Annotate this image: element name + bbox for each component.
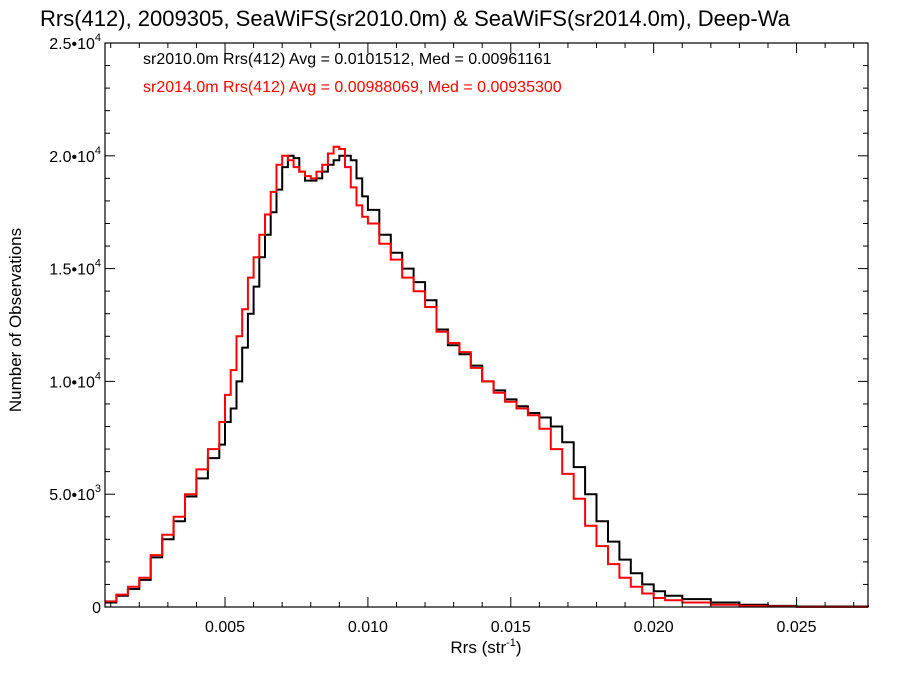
y-tick-label: 0 (92, 600, 101, 617)
x-tick-label: 0.015 (491, 619, 531, 636)
x-axis-label-base: Rrs (str (450, 638, 506, 657)
legend: sr2010.0m Rrs(412) Avg = 0.0101512, Med … (143, 51, 562, 96)
y-axis: 0 5.0•103 1.0•104 1.5•104 2.0•104 2.5•104 (49, 32, 868, 617)
y-tick-label: 2.5•104 (49, 32, 101, 53)
x-tick-label: 0.005 (205, 619, 245, 636)
plot-frame (104, 42, 869, 608)
x-axis-label: Rrs (str-1) (450, 637, 521, 657)
x-axis: 0.005 0.010 0.015 0.020 0.025 (110, 43, 855, 636)
series-layer (105, 145, 869, 608)
chart-title: Rrs(412), 2009305, SeaWiFS(sr2010.0m) & … (40, 6, 791, 31)
series-line-1 (105, 145, 869, 608)
y-tick-label: 2.0•104 (49, 145, 101, 166)
legend-entry-sr2010: sr2010.0m Rrs(412) Avg = 0.0101512, Med … (143, 51, 552, 68)
legend-entry-sr2014: sr2014.0m Rrs(412) Avg = 0.00988069, Med… (143, 79, 562, 96)
x-tick-label: 0.025 (777, 619, 817, 636)
x-tick-label: 0.010 (348, 619, 388, 636)
y-tick-label: 1.5•104 (49, 258, 101, 279)
x-axis-label-exponent: -1 (506, 637, 516, 649)
x-axis-label-close: ) (516, 638, 522, 657)
y-tick-label: 1.0•104 (49, 370, 101, 391)
y-tick-label: 5.0•103 (49, 483, 101, 504)
series-line-0 (105, 154, 869, 608)
y-axis-label: Number of Observations (6, 228, 25, 412)
x-tick-label: 0.020 (634, 619, 674, 636)
